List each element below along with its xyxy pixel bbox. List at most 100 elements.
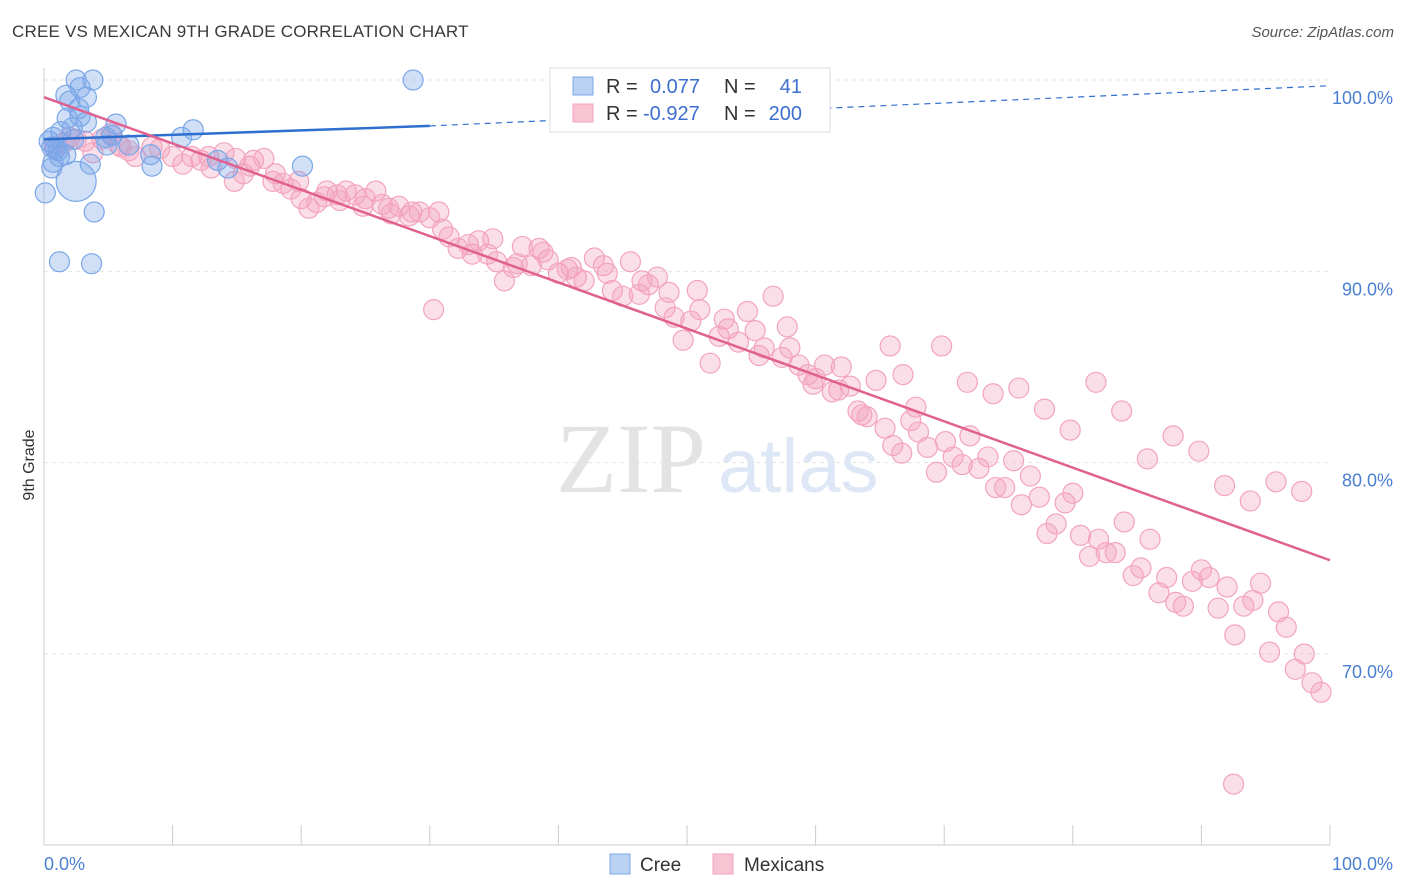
- bottom-legend-cree: Cree: [640, 855, 681, 876]
- mexicans-point: [672, 329, 694, 351]
- cree-point: [61, 117, 83, 139]
- y-tick-labels: 100.0% 90.0% 80.0% 70.0%: [1332, 88, 1393, 682]
- mexicans-point: [378, 197, 400, 219]
- mexicans-point: [1267, 601, 1290, 623]
- mexicans-trend-line: [43, 96, 1331, 562]
- cree-point: [55, 160, 97, 203]
- legend-r-value-mexicans: -0.927: [643, 103, 700, 125]
- mexicans-point: [428, 201, 450, 223]
- watermark-zip: ZIP: [556, 403, 706, 514]
- mexicans-point: [1239, 490, 1261, 512]
- mexicans-point: [532, 241, 554, 263]
- cree-point: [38, 130, 60, 152]
- cree-point: [402, 69, 424, 91]
- mexicans-point: [1008, 377, 1030, 399]
- cree-point: [34, 182, 56, 204]
- mexicans-point: [1078, 545, 1101, 568]
- mexicans-point: [686, 279, 708, 302]
- y-axis-label: 9th Grade: [21, 429, 38, 500]
- mexicans-point: [1087, 528, 1110, 550]
- mexicans-point: [1113, 511, 1135, 533]
- bottom-legend: Cree Mexicans: [609, 853, 824, 876]
- cree-point: [75, 86, 98, 108]
- legend-r-label-mexicans: R =: [606, 103, 638, 125]
- mexicans-point: [982, 383, 1004, 405]
- mexicans-point: [762, 285, 784, 307]
- mexicans-point: [713, 308, 735, 330]
- cree-trend-extension: [429, 85, 1331, 127]
- mexicans-point: [865, 369, 887, 391]
- mexicans-point: [839, 375, 861, 397]
- cree-trend-line: [43, 124, 430, 141]
- mexicans-point: [528, 237, 550, 259]
- y-tick-label: 90.0%: [1342, 279, 1393, 299]
- cree-point: [48, 251, 71, 273]
- mexicans-point: [1085, 371, 1107, 393]
- legend-n-label-cree: N =: [724, 76, 756, 98]
- x-tick-label: 100.0%: [1332, 854, 1393, 874]
- mexicans-point: [124, 145, 146, 168]
- bottom-legend-swatch-cree: [609, 853, 631, 875]
- y-tick-label: 100.0%: [1332, 88, 1393, 108]
- mexicans-point: [631, 270, 653, 292]
- mexicans-point: [1293, 643, 1315, 665]
- mexicans-point: [1216, 576, 1238, 598]
- cree-point: [96, 134, 118, 156]
- mexicans-point: [1222, 773, 1245, 795]
- mexicans-point: [727, 331, 750, 353]
- cree-point: [59, 90, 81, 112]
- mexicans-point: [879, 335, 901, 357]
- legend-n-label-mexicans: N =: [724, 103, 756, 125]
- mexicans-point: [486, 251, 508, 273]
- mexicans-point: [118, 140, 140, 162]
- x-tick-label: 0.0%: [44, 854, 85, 874]
- mexicans-point: [637, 274, 660, 296]
- mexicans-point: [736, 300, 759, 323]
- cree-point: [140, 144, 162, 166]
- mexicans-point: [1198, 566, 1220, 589]
- mexicans-point: [1059, 419, 1081, 441]
- mexicans-point: [744, 320, 766, 342]
- mexicans-point: [699, 352, 721, 374]
- mexicans-point: [380, 203, 402, 225]
- mexicans-point: [994, 476, 1016, 499]
- mexicans-point: [1062, 482, 1084, 504]
- mexicans-point: [423, 299, 445, 321]
- mexicans-point: [1156, 566, 1178, 589]
- legend-r-value-cree: 0.077: [650, 76, 700, 98]
- mexicans-point: [172, 153, 194, 175]
- watermark: ZIP atlas: [556, 403, 879, 514]
- cree-point: [80, 253, 103, 275]
- legend-swatch-cree: [572, 76, 594, 96]
- mexicans-point: [1310, 681, 1332, 703]
- mexicans-point: [556, 258, 579, 281]
- chart-title: CREE VS MEXICAN 9TH GRADE CORRELATION CH…: [12, 22, 469, 41]
- cree-point: [182, 119, 204, 141]
- cree-point: [79, 153, 101, 175]
- mexicans-point: [776, 316, 798, 338]
- cree-point: [83, 201, 105, 223]
- mexicans-point: [942, 446, 964, 468]
- bottom-legend-swatch-mexicans: [712, 853, 734, 875]
- mexicans-point: [959, 425, 981, 447]
- mexicans-point: [977, 446, 999, 468]
- source-label: Source: ZipAtlas.com: [1251, 24, 1394, 41]
- mexicans-point: [916, 436, 939, 458]
- x-tick-labels: 0.0% 100.0%: [44, 854, 1393, 874]
- mexicans-point: [1213, 475, 1236, 497]
- mexicans-point: [851, 404, 873, 426]
- mexicans-point: [891, 442, 913, 464]
- mexicans-point: [1291, 480, 1313, 502]
- mexicans-point: [482, 228, 504, 250]
- mexicans-point: [583, 247, 606, 269]
- mexicans-point: [985, 476, 1007, 499]
- cree-point: [291, 155, 314, 177]
- mexicans-point: [560, 256, 582, 279]
- mexicans-point: [1258, 641, 1281, 663]
- mexicans-point: [239, 155, 261, 177]
- y-tick-label: 80.0%: [1342, 471, 1393, 491]
- cree-point: [141, 155, 163, 177]
- mexicans-point: [882, 434, 904, 457]
- mexicans-point: [1069, 524, 1092, 546]
